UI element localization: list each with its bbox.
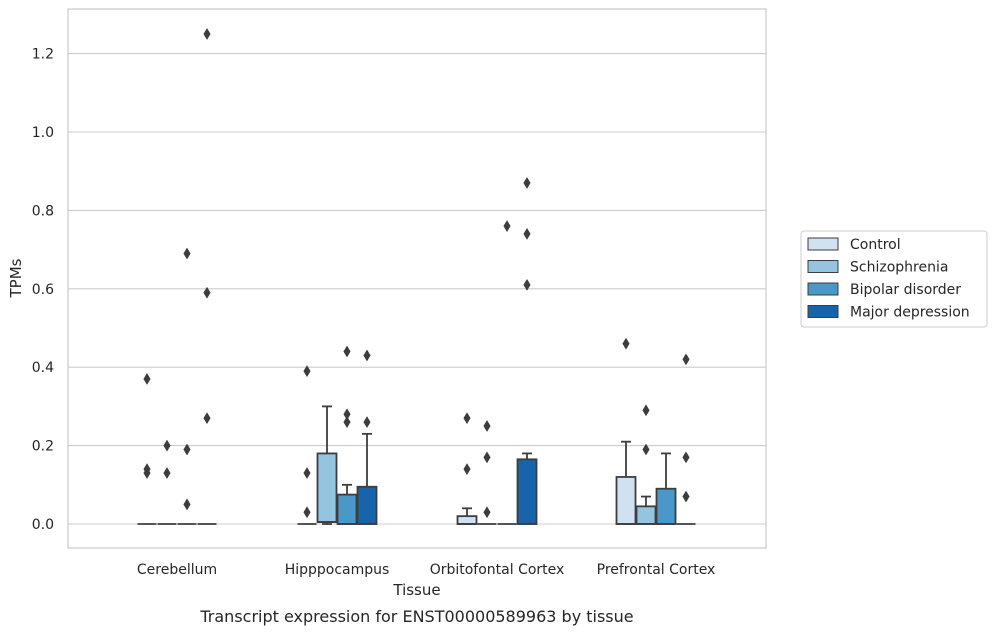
outlier-point: [363, 349, 371, 362]
legend-swatch: [807, 260, 839, 273]
gridlines: [68, 53, 766, 525]
outlier-point: [483, 420, 491, 432]
outlier-point: [163, 439, 171, 452]
outlier-point: [303, 506, 311, 519]
outlier-point: [183, 498, 191, 511]
box-group: [356, 349, 378, 525]
y-axis-title: TPMs: [7, 258, 25, 298]
outlier-point: [622, 337, 630, 350]
outlier-point: [203, 28, 211, 40]
x-tick-label: Cerebellum: [137, 562, 217, 578]
box-group: [655, 452, 677, 525]
legend-label: Control: [850, 237, 901, 253]
box-group: [137, 372, 157, 525]
box: [356, 485, 378, 525]
outlier-point: [523, 176, 531, 189]
legend: Control Schizophrenia Bipolar disorder Majo…: [800, 230, 988, 328]
y-tick-label: 0.6: [32, 282, 54, 298]
box: [516, 458, 538, 525]
outlier-point: [343, 345, 351, 358]
chart-caption: Transcript expression for ENST0000058996…: [199, 607, 633, 626]
box: [316, 452, 338, 523]
box-group: [676, 353, 696, 525]
box: [635, 505, 657, 525]
outlier-point: [463, 412, 471, 425]
box-group: [197, 28, 217, 525]
box-group: [516, 176, 538, 525]
outlier-point: [203, 286, 211, 299]
outlier-point: [143, 467, 151, 480]
legend-label: Schizophrenia: [850, 260, 948, 276]
outlier-point: [483, 506, 491, 519]
outlier-point: [163, 467, 171, 480]
box-group: [615, 337, 637, 525]
outlier-point: [203, 412, 211, 425]
box-group: [456, 412, 478, 525]
outlier-point: [523, 278, 531, 291]
y-tick-label: 0.2: [32, 439, 54, 455]
boxes: [137, 28, 696, 525]
box-group: [297, 365, 317, 525]
outlier-point: [503, 220, 511, 233]
y-tick-label: 1.0: [32, 125, 54, 141]
outlier-point: [682, 490, 690, 503]
y-tick-labels: 0.0 0.2 0.4 0.6 0.8 1.0 1.2: [32, 47, 54, 533]
legend-label: Major depression: [850, 305, 970, 321]
x-tick-label: Hipppocampus: [285, 562, 390, 578]
x-tick-labels: Cerebellum Hipppocampus Orbitofontal Corte…: [137, 562, 715, 578]
outlier-point: [682, 353, 690, 366]
outlier-point: [642, 443, 650, 456]
legend-label: Bipolar disorder: [850, 282, 961, 298]
legend-swatch: [807, 305, 839, 318]
box: [615, 476, 637, 525]
box-group: [635, 404, 657, 525]
x-tick-label: Prefrontal Cortex: [597, 562, 716, 578]
outlier-point: [463, 463, 471, 476]
outlier-point: [483, 451, 491, 464]
y-tick-label: 0.8: [32, 203, 54, 219]
outlier-point: [682, 451, 690, 464]
box-group: [336, 345, 358, 525]
outlier-point: [183, 247, 191, 260]
box-group: [497, 220, 517, 525]
y-tick-label: 0.0: [32, 517, 54, 533]
box-group: [316, 405, 338, 525]
outlier-point: [363, 416, 371, 429]
box-group: [157, 439, 177, 525]
outlier-point: [303, 467, 311, 480]
box: [456, 515, 478, 525]
y-tick-label: 0.4: [32, 360, 54, 376]
outlier-point: [143, 372, 151, 385]
outlier-point: [343, 416, 351, 429]
legend-frame: [800, 230, 988, 328]
outlier-point: [523, 227, 531, 240]
outlier-point: [303, 365, 311, 378]
plot-area-frame: [67, 8, 767, 549]
box-group: [177, 247, 197, 525]
box: [336, 493, 358, 525]
outlier-point: [642, 404, 650, 417]
x-axis-title: Tissue: [392, 581, 440, 599]
box: [655, 487, 677, 525]
outlier-point: [183, 443, 191, 456]
x-tick-label: Orbitofontal Cortex: [430, 562, 565, 578]
legend-swatch: [807, 282, 839, 296]
legend-swatch: [807, 237, 839, 251]
box-group: [477, 420, 497, 525]
y-tick-label: 1.2: [32, 47, 54, 63]
